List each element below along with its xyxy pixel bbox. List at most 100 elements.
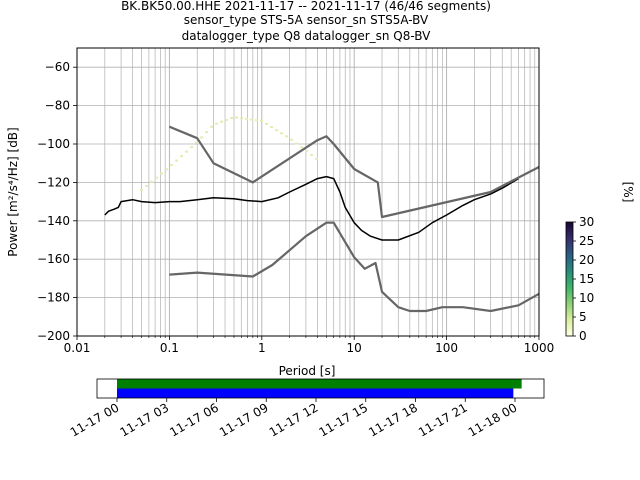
colorbar-tick-label: 25 [579,234,594,248]
x-tick-label: 10 [347,341,362,355]
density-cell-faint [305,150,309,153]
density-cell-faint [235,116,239,119]
colorbar-segment [566,311,573,314]
colorbar-segment [566,233,573,236]
y-tick-label: −140 [37,214,70,228]
colorbar-segment [566,263,573,267]
colorbar-segment [566,256,573,259]
colorbar-segment [566,227,573,231]
colorbar-segment [566,239,573,242]
colorbar-segment [566,315,573,318]
colorbar-segment [566,267,573,270]
timeline-tick-label: 11-17 06 [167,400,221,439]
colorbar-segment [566,290,573,293]
noise-model-line [168,125,540,219]
density-cell-faint [250,118,254,121]
timeline-frame [96,378,545,399]
colorbar-segment [566,286,573,289]
colorbar-tick-label: 5 [579,310,587,324]
colorbar-segment [566,294,573,297]
y-tick-label: −180 [37,291,70,305]
density-cell-faint [185,150,189,153]
density-cell-faint [180,155,184,158]
y-tick-label: −60 [45,60,70,74]
title-line-2: sensor_type STS-5A sensor_sn STS5A-BV [184,13,429,27]
x-tick-label: 0.1 [160,341,179,355]
colorbar-segment [566,301,573,305]
density-cell-faint [175,159,179,162]
colorbar-segment [566,244,573,248]
mean-psd-line [104,175,519,241]
colorbar-segment [566,318,573,322]
timeline-bar [117,388,514,398]
colorbar-segment [566,288,573,291]
density-cell-faint [270,126,274,129]
density-cell-faint [290,138,294,141]
colorbar-segment [566,296,573,299]
density-cell-faint [280,132,284,135]
colorbar-segment [566,248,573,251]
density-cell-faint [165,168,169,171]
colorbar-segment [566,303,573,307]
x-tick-label: 0.01 [64,341,91,355]
density-cell-faint [145,184,149,187]
timeline-tick-label: 11-18 00 [466,400,520,439]
colorbar-segment [566,328,573,331]
colorbar-segment [566,235,573,238]
density-cell-faint [215,122,219,125]
psd-plot: 0.01 0.1 1 10 100 1000 −200 −180 −160 −140 −120 −1… [37,47,554,355]
title-line-3: datalogger_type Q8 datalogger_sn Q8-BV [182,29,432,43]
density-cell-faint [245,117,249,120]
title-line-1: BK.BK50.00.HHE 2021-11-17 -- 2021-11-17 … [121,0,491,13]
colorbar-segment [566,271,573,274]
density-cell-faint [265,122,269,125]
density-cell-faint [285,135,289,138]
colorbar-tick-label: 10 [579,291,594,305]
colorbar-tick-label: 30 [579,215,594,229]
colorbar-segment [566,313,573,316]
density-cell-faint [140,189,144,192]
colorbar-segment [566,299,573,303]
colorbar-segment [566,242,573,246]
colorbar-segment [566,260,573,263]
density-cell-faint [310,153,314,156]
colorbar-segment [566,225,573,229]
colorbar-segment [566,330,573,333]
colorbar-segment [566,326,573,329]
y-tick-label: −100 [37,137,70,151]
colorbar: 0 5 10 15 20 25 30 [%] [565,182,635,343]
x-axis-label: Period [s] [279,364,336,378]
colorbar-segment [566,284,573,288]
colorbar-segment [566,246,573,250]
colorbar-tick-label: 0 [579,329,587,343]
timeline-tick-label: 11-17 09 [217,400,271,439]
density-cell-faint [230,117,234,120]
density-cell-faint [220,120,224,123]
colorbar-segment [566,237,573,240]
colorbar-segment [566,258,573,261]
colorbar-tick-label: 15 [579,272,594,286]
colorbar-segment [566,292,573,295]
density-cell-faint [205,131,209,134]
colorbar-segment [566,277,573,280]
x-axis-ticks: 0.01 0.1 1 10 100 1000 [64,336,554,355]
colorbar-segment [566,309,573,312]
timeline-tick-label: 11-17 03 [118,400,172,439]
y-axis-ticks: −200 −180 −160 −140 −120 −100 −80 −60 [37,60,77,343]
plot-frame [76,47,540,337]
colorbar-segment [566,229,573,232]
density-cell-faint [200,136,204,139]
colorbar-segment [566,298,573,301]
density-cell-faint [255,119,259,122]
series-lines [104,125,540,313]
colorbar-segment [566,250,573,253]
density-cell-faint [275,129,279,132]
density-cell-faint [195,141,199,144]
colorbar-segment [566,275,573,278]
grid-lines [76,48,539,337]
timeline-tick-label: 11-17 15 [317,400,371,439]
colorbar-tick-label: 20 [579,253,594,267]
colorbar-segment [566,280,573,284]
colorbar-segment [566,332,573,335]
